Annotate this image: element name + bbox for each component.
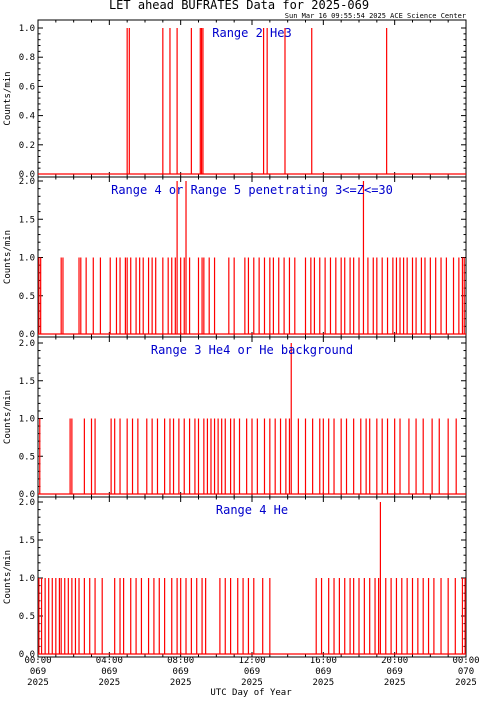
x-tick-label: 2025 <box>170 678 192 688</box>
x-tick-label: 069 <box>173 667 189 677</box>
x-tick-label: 069 <box>315 667 331 677</box>
x-axis-label: UTC Day of Year <box>210 688 292 698</box>
x-tick-label: 2025 <box>312 678 334 688</box>
y-tick-label: 0.4 <box>19 112 35 122</box>
x-tick-label: 2025 <box>98 678 120 688</box>
y-axis-label: Counts/min <box>3 550 13 604</box>
generation-timestamp: Sun Mar 16 09:55:54 2025 ACE Science Cen… <box>285 12 466 20</box>
panel-2: 0.0 0.5 1.0 1.5 2.0 Counts/min Range 4 or Rang… <box>3 176 467 340</box>
y-tick-label: 1.5 <box>19 215 35 225</box>
y-tick-label: 2.0 <box>19 177 35 187</box>
panel-label: Range 4 He <box>216 503 288 517</box>
y-tick-label: 1.0 <box>19 415 35 425</box>
y-tick-label: 0.6 <box>19 82 35 92</box>
y-tick-label: 0.2 <box>19 141 35 151</box>
x-tick-label: 069 <box>387 667 403 677</box>
x-tick-label: 00:00 <box>452 656 479 666</box>
y-axis-label: Counts/min <box>3 230 13 284</box>
x-tick-label: 2025 <box>384 678 406 688</box>
y-tick-label: 0.0 <box>19 490 35 500</box>
panel-label: Range 3 He4 or He background <box>151 343 353 357</box>
y-tick-label: 1.0 <box>19 24 35 34</box>
panel-label: Range 4 or Range 5 penetrating 3<=Z<=30 <box>111 183 393 197</box>
panel-4: 0.0 0.5 1.0 1.5 2.0 Counts/min Range 4 He <box>3 496 467 660</box>
panel-3: 0.0 0.5 1.0 1.5 2.0 Counts/min Range 3 He4 or … <box>3 336 467 500</box>
y-tick-label: 2.0 <box>19 339 35 349</box>
x-tick-label: 04:00 <box>96 656 123 666</box>
y-tick-label: 2.0 <box>19 498 35 508</box>
y-tick-label: 1.0 <box>19 574 35 584</box>
y-tick-label: 0.5 <box>19 612 35 622</box>
y-tick-label: 1.5 <box>19 377 35 387</box>
y-axis-label: Counts/min <box>3 71 13 125</box>
x-tick-label: 2025 <box>241 678 263 688</box>
y-tick-label: 1.0 <box>19 254 35 264</box>
x-tick-label: 00:00 <box>24 656 51 666</box>
y-tick-label: 0.0 <box>19 330 35 340</box>
y-tick-label: 0.5 <box>19 452 35 462</box>
panel-1: 0.0 0.2 0.4 0.6 0.8 1.0 Counts/min Range 2 He3 <box>3 19 467 180</box>
x-tick-label: 08:00 <box>167 656 194 666</box>
panel-label: Range 2 He3 <box>212 26 291 40</box>
panel-frame <box>37 176 467 338</box>
panel-frame <box>37 19 467 178</box>
x-tick-label: 12:00 <box>238 656 265 666</box>
x-tick-label: 069 <box>244 667 260 677</box>
x-tick-label: 070 <box>458 667 474 677</box>
y-axis-label: Counts/min <box>3 390 13 444</box>
x-tick-label: 069 <box>101 667 117 677</box>
x-tick-label: 2025 <box>455 678 477 688</box>
x-tick-label: 16:00 <box>310 656 337 666</box>
x-axis-ticks: 00:00069202504:00069202508:00069202512:0… <box>24 656 479 688</box>
y-tick-label: 0.0 <box>19 650 35 660</box>
y-tick-label: 0.0 <box>19 170 35 180</box>
x-tick-label: 2025 <box>27 678 49 688</box>
y-tick-label: 0.5 <box>19 292 35 302</box>
chart-title: LET ahead BUFRATES Data for 2025-069 <box>109 0 369 12</box>
y-tick-label: 1.5 <box>19 536 35 546</box>
x-tick-label: 069 <box>30 667 46 677</box>
y-tick-label: 0.8 <box>19 53 35 63</box>
x-tick-label: 20:00 <box>381 656 408 666</box>
